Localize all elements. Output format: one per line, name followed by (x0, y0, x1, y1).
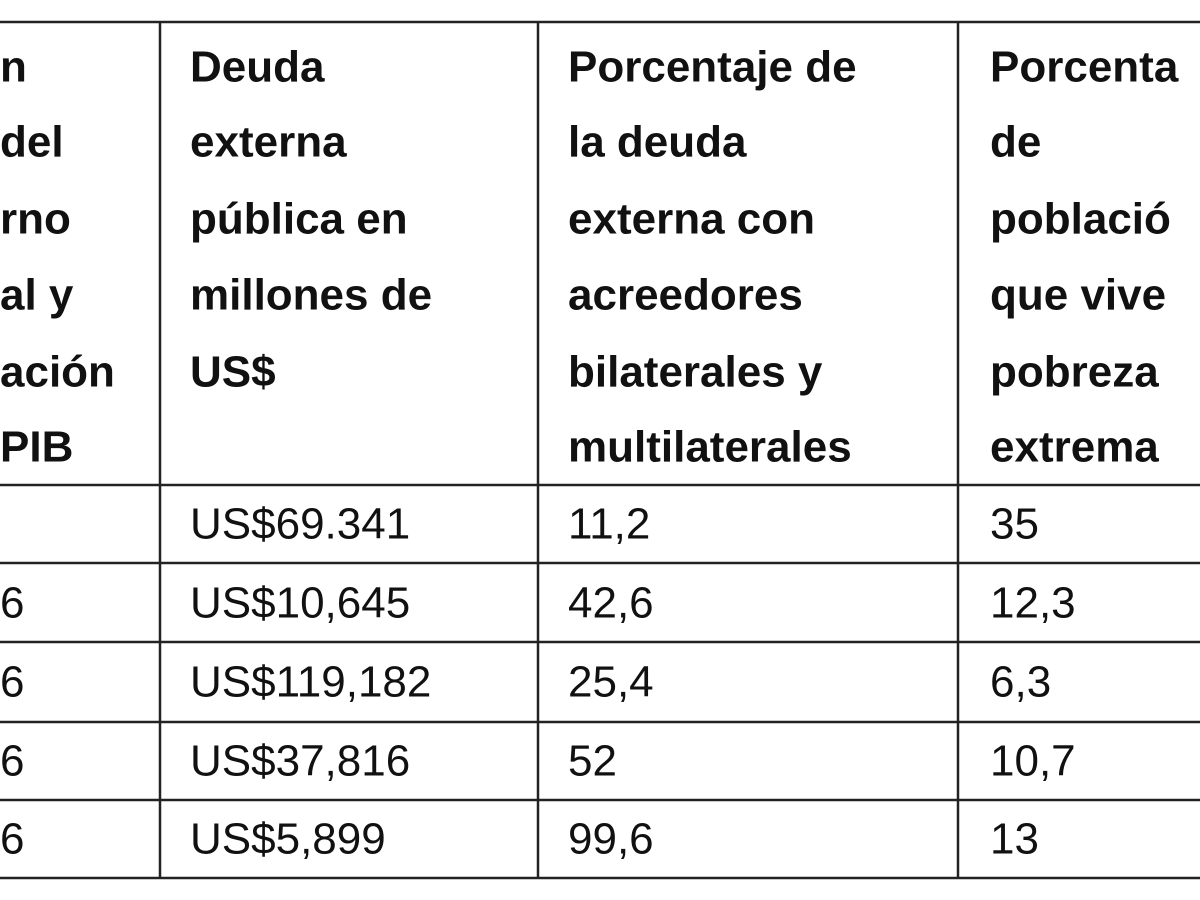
header-text: que vive (990, 271, 1166, 320)
header-text: acreedores (568, 271, 803, 320)
cell-text: 6 (0, 579, 24, 628)
cell-text: 42,6 (568, 579, 654, 628)
header-text: US$ (190, 348, 276, 397)
cell-text: 35 (990, 500, 1039, 549)
cell-text: 6,3 (990, 658, 1051, 707)
cell-text: US$119,182 (190, 658, 431, 707)
header-text: al y (0, 271, 74, 320)
header-text: ación (0, 348, 115, 397)
header-text: bilaterales y (568, 348, 823, 397)
header-text: rno (0, 195, 71, 244)
cell-text: 6 (0, 658, 24, 707)
header-text: del (0, 118, 64, 167)
cell-text: US$5,899 (190, 815, 386, 864)
cell-text: 13 (990, 815, 1039, 864)
header-text: externa con (568, 195, 815, 244)
header-text: Deuda (190, 43, 325, 92)
header-text: pública en (190, 195, 408, 244)
cell-text: US$10,645 (190, 579, 410, 628)
header-text: pobreza (990, 348, 1159, 397)
cell-text: 99,6 (568, 815, 654, 864)
header-text: Porcenta (990, 43, 1179, 92)
cell-text: 11,2 (568, 500, 650, 549)
cell-text: 6 (0, 737, 24, 786)
cell-text: US$69.341 (190, 500, 410, 549)
header-text: de (990, 118, 1041, 167)
header-text: la deuda (568, 118, 747, 167)
header-text: millones de (190, 271, 432, 320)
header-text: població (990, 195, 1171, 244)
header-text: extrema (990, 423, 1159, 472)
cell-text: 25,4 (568, 658, 654, 707)
header-text: multilaterales (568, 423, 852, 472)
header-text: n (0, 43, 27, 92)
cell-text: 52 (568, 737, 617, 786)
cell-text: 6 (0, 815, 24, 864)
cell-text: US$37,816 (190, 737, 410, 786)
cell-text: 12,3 (990, 579, 1076, 628)
header-text: PIB (0, 423, 73, 472)
header-text: externa (190, 118, 347, 167)
header-text: Porcentaje de (568, 43, 857, 92)
cell-text: 10,7 (990, 737, 1076, 786)
